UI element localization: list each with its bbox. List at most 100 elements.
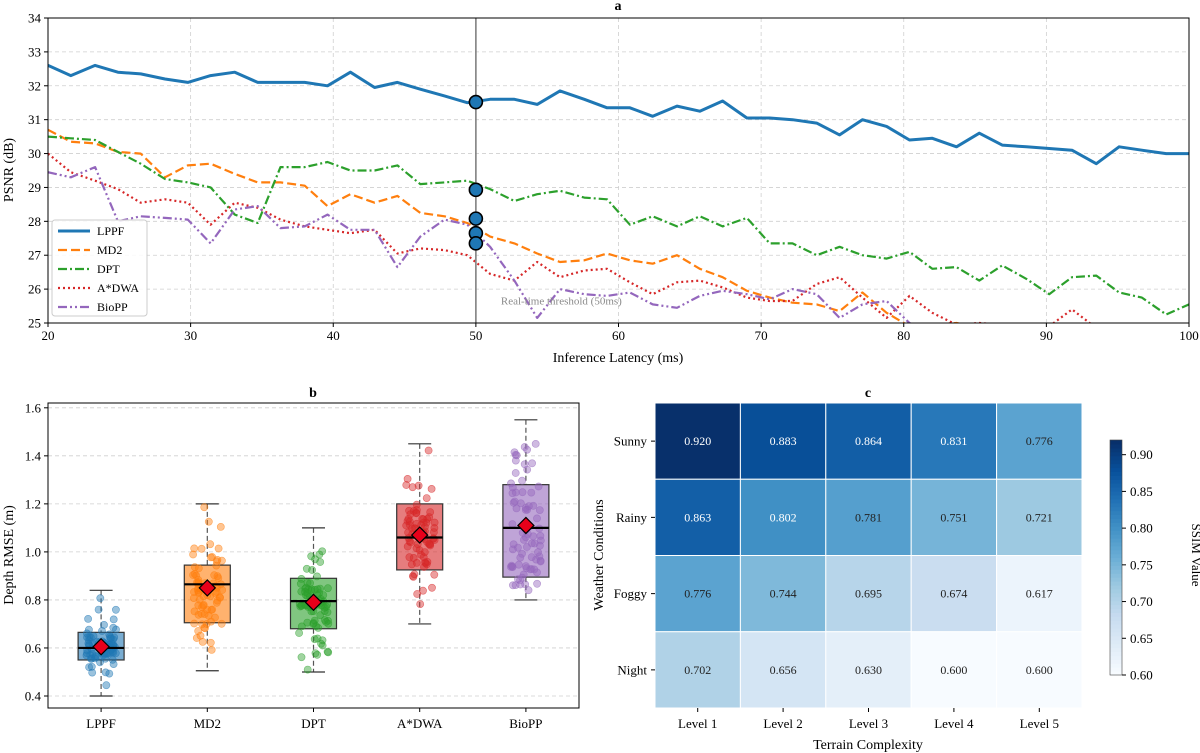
colorbar-tick-label: 0.70	[1130, 594, 1153, 609]
sample-point	[313, 585, 322, 594]
x-tick-label: LPPF	[86, 716, 116, 731]
sample-point	[216, 523, 225, 531]
colorbar-segment	[1110, 561, 1122, 566]
sample-point	[303, 618, 312, 627]
sample-point	[403, 474, 412, 483]
panel-c: c 0.920 0.883 0.864 0.831 0.776 0.863 0.802 0.7…	[592, 386, 1200, 753]
sample-point	[190, 563, 199, 571]
colorbar-segment	[1110, 498, 1122, 504]
mean-marker	[92, 637, 110, 656]
heatmap-cell	[825, 402, 912, 480]
sample-point	[295, 629, 303, 637]
column-label: Level 4	[934, 716, 974, 731]
threshold-marker	[468, 182, 484, 198]
sample-point	[412, 508, 421, 517]
threshold-marker	[468, 236, 484, 251]
panel-a-grid	[48, 18, 1189, 323]
sample-point	[511, 469, 520, 477]
sample-point	[518, 476, 526, 485]
heatmap-cell-label: 0.600	[940, 663, 967, 677]
panel-b-title: b	[309, 386, 317, 401]
sample-point	[297, 622, 306, 631]
colorbar-segment	[1110, 479, 1122, 484]
box-lppf	[77, 589, 125, 697]
heatmap-cell-label: 0.802	[770, 510, 797, 524]
colorbar-segment	[1110, 581, 1122, 586]
legend-label: LPPF	[97, 224, 125, 238]
y-tick-label: 27	[28, 248, 42, 263]
sample-point	[323, 647, 332, 656]
sample-point	[303, 578, 312, 587]
x-tick-label: DPT	[301, 716, 326, 731]
sample-point	[427, 484, 436, 493]
sample-point	[190, 619, 199, 628]
sample-point	[315, 550, 324, 559]
x-tick-label: BioPP	[509, 716, 542, 731]
row-label: Sunny	[614, 434, 648, 449]
sample-point	[522, 564, 531, 573]
sample-point	[430, 524, 439, 532]
sample-point	[509, 540, 518, 549]
heatmap-cell-label: 0.630	[855, 663, 882, 677]
heatmap-cell-label: 0.656	[770, 663, 797, 677]
sample-point	[91, 654, 99, 663]
colorbar: 0.60 0.65 0.70 0.75 0.80 0.85 0.90	[1109, 439, 1153, 683]
sample-point	[189, 571, 197, 579]
sample-point	[303, 665, 312, 674]
sample-point	[308, 566, 316, 574]
colorbar-segment	[1110, 522, 1122, 527]
sample-point	[405, 537, 414, 546]
colorbar-tick-label: 0.90	[1130, 447, 1153, 462]
panel-b-x-ticks: LPPF MD2 DPT A*DWA BioPP	[86, 708, 543, 731]
sample-point	[508, 520, 517, 528]
sample-point	[413, 590, 422, 598]
colorbar-segment	[1110, 467, 1122, 472]
sample-point	[529, 501, 538, 510]
y-tick-label: 30	[28, 146, 41, 161]
sample-point	[101, 668, 110, 677]
sample-point	[408, 572, 417, 580]
sample-point	[83, 633, 91, 642]
colorbar-tick-label: 0.85	[1130, 484, 1153, 499]
threshold-markers	[468, 94, 484, 251]
panel-a-x-ticks: 20 30 40 50 60 70 80 90 100	[42, 323, 1199, 343]
sample-point	[316, 611, 325, 620]
heatmap-cell-label: 0.617	[1026, 587, 1053, 601]
sample-point	[521, 504, 530, 512]
colorbar-segment	[1110, 643, 1122, 649]
colorbar-tick-label: 0.75	[1130, 557, 1153, 572]
x-tick-label: 80	[897, 328, 910, 343]
sample-point	[208, 605, 217, 614]
sample-point	[516, 576, 524, 585]
sample-point	[214, 544, 223, 553]
y-tick-label: 0.4	[25, 688, 42, 703]
heatmap-cell-label: 0.674	[940, 587, 967, 601]
sample-point	[511, 488, 520, 497]
sample-point	[527, 565, 536, 573]
colorbar-segment	[1110, 647, 1122, 653]
colorbar-segment	[1110, 573, 1122, 578]
sample-point	[214, 574, 223, 582]
sample-point	[533, 579, 541, 588]
panel-b-grid	[48, 407, 579, 697]
colorbar-tick-label: 0.60	[1130, 668, 1153, 683]
sample-point	[310, 585, 319, 594]
sample-point	[190, 544, 199, 553]
column-label: Level 5	[1020, 716, 1059, 731]
box-dpt	[289, 527, 338, 674]
sample-point	[533, 514, 541, 523]
panel-c-ylabel: Weather Conditions	[592, 499, 607, 610]
sample-point	[423, 558, 432, 566]
heatmap-row-labels: Sunny Rainy Foggy Night	[614, 434, 655, 677]
y-tick-label: 25	[28, 316, 41, 331]
colorbar-frame	[1109, 439, 1123, 676]
colorbar-segment	[1110, 600, 1122, 606]
panel-b-ylabel: Depth RMSE (m)	[2, 505, 17, 605]
y-tick-label: 1.6	[25, 400, 42, 415]
x-tick-label: 60	[612, 328, 625, 343]
sample-point	[207, 606, 216, 614]
sample-point	[527, 488, 536, 497]
x-tick-label: 50	[469, 328, 482, 343]
colorbar-segment	[1110, 584, 1122, 590]
mean-marker	[198, 579, 217, 597]
